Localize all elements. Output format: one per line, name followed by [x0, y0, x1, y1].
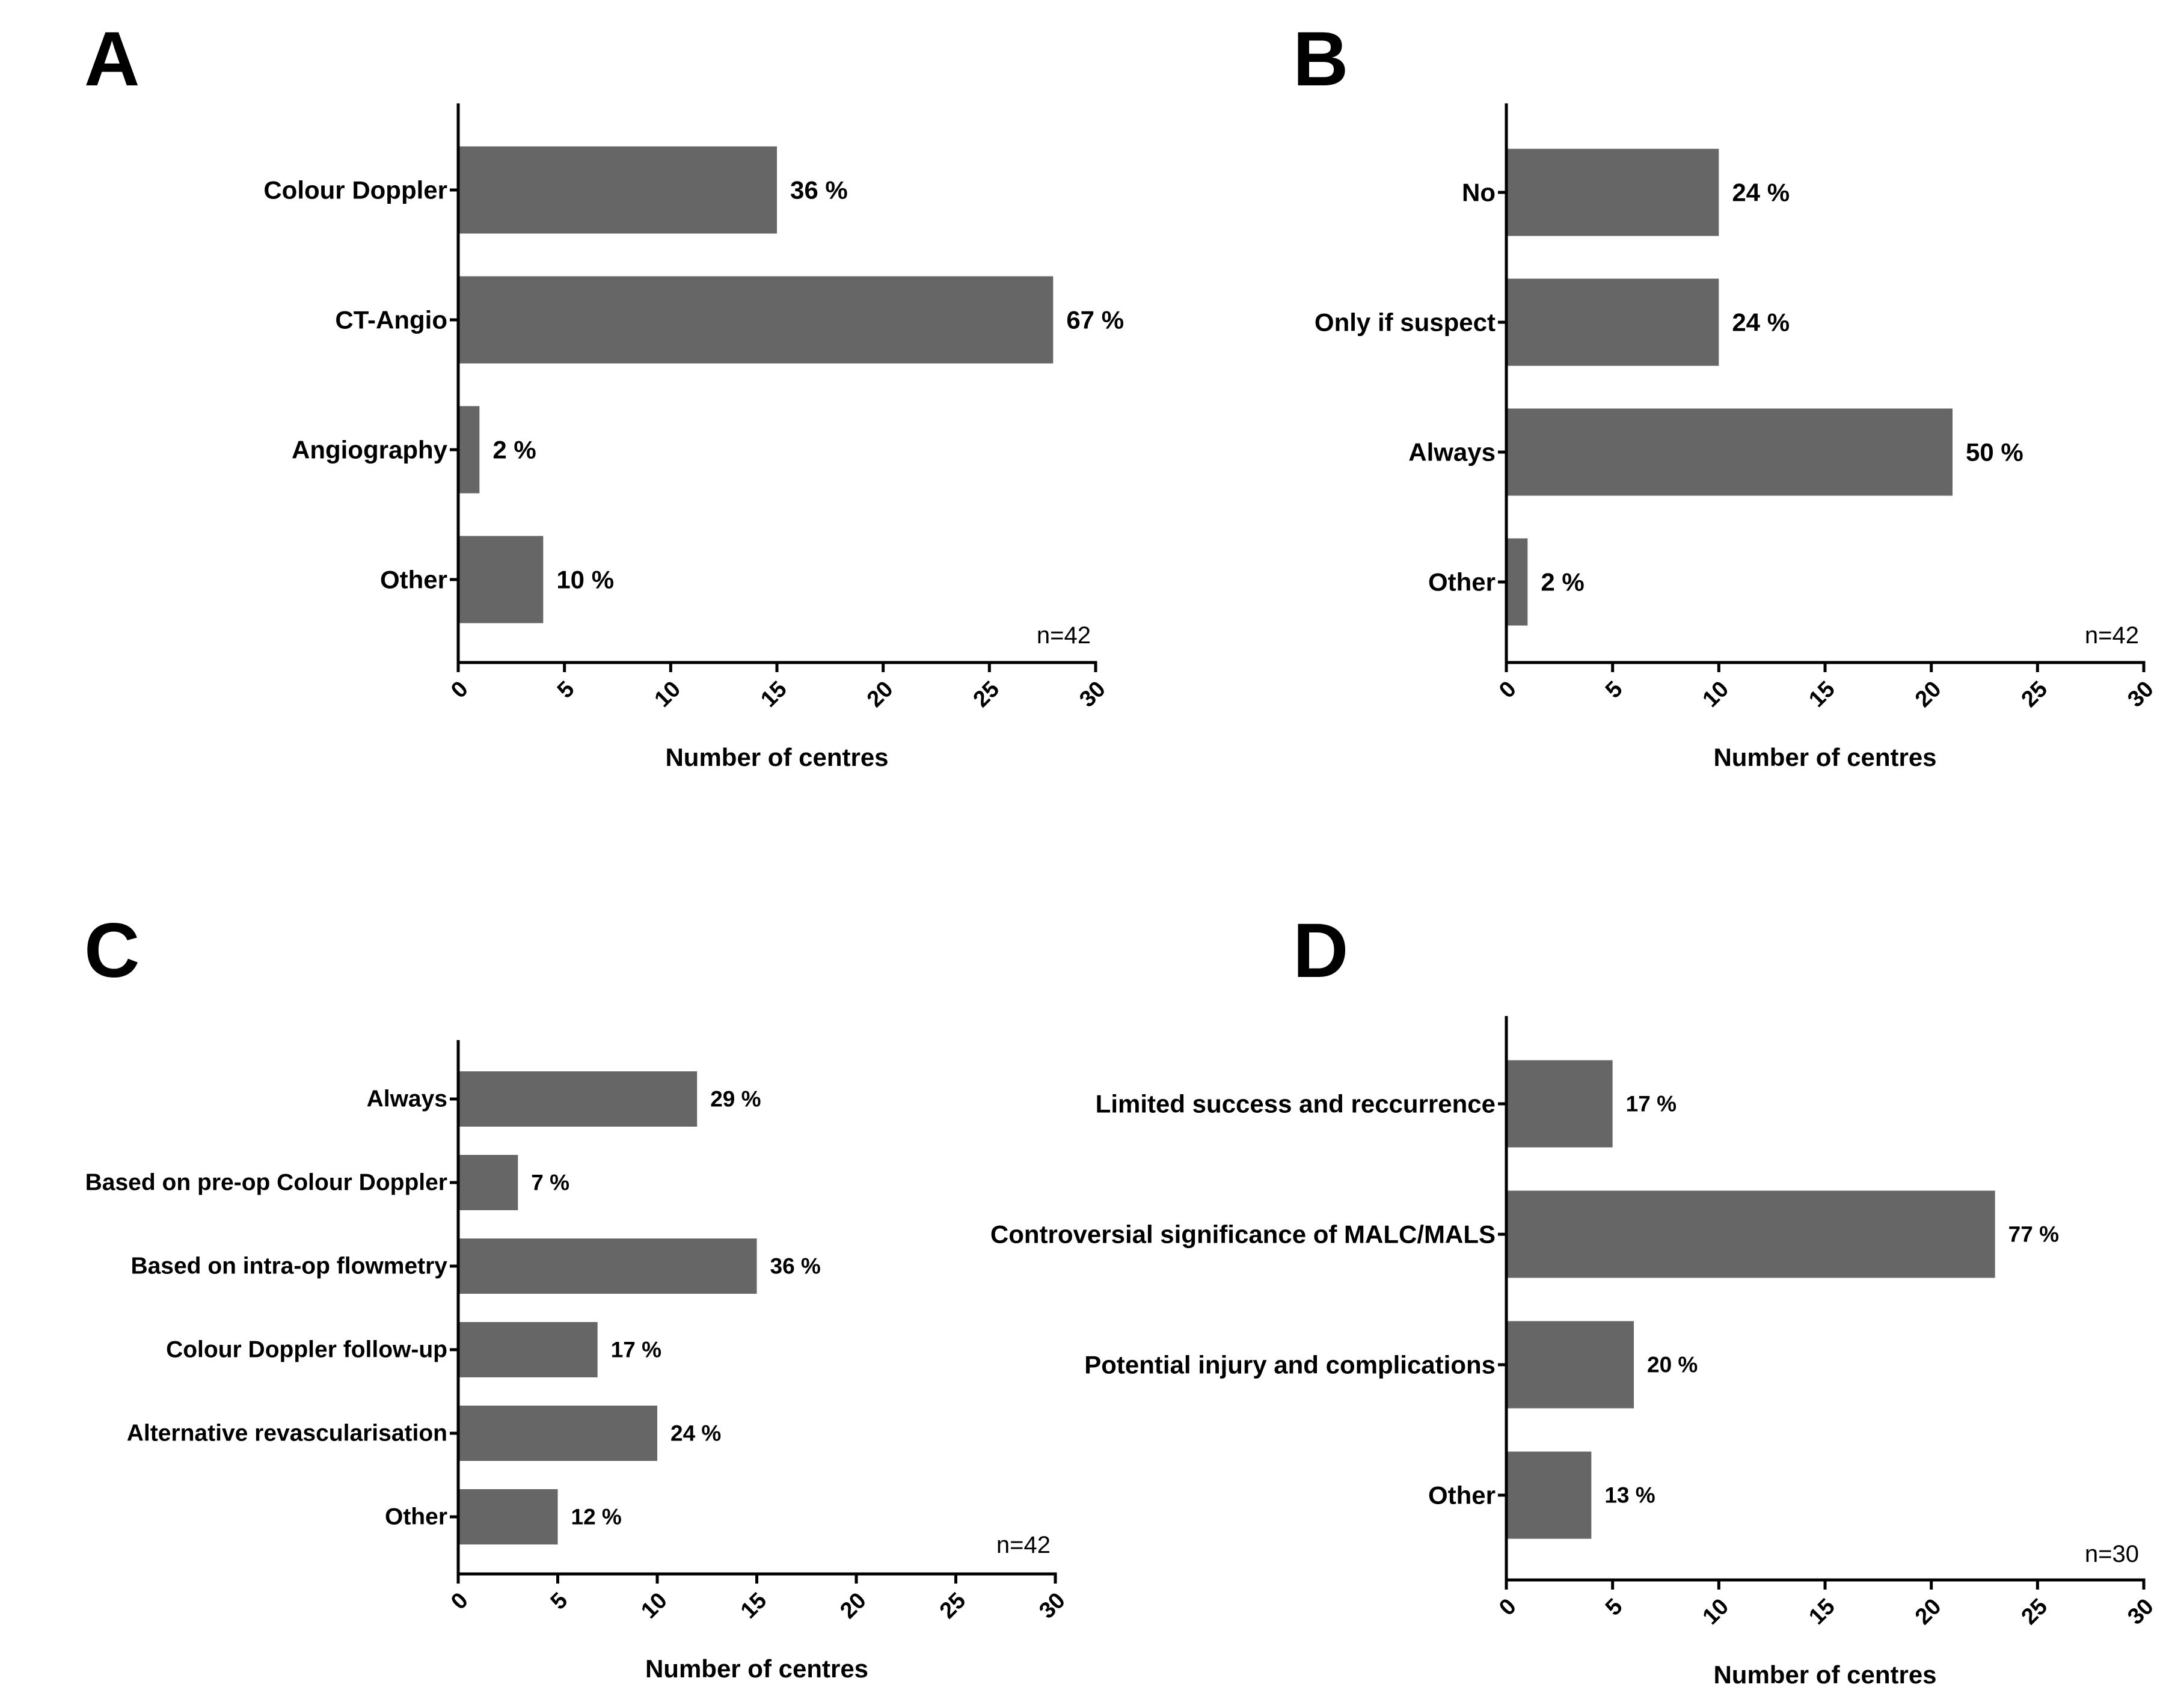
category-label: Colour Doppler follow-up — [166, 1337, 447, 1363]
bar — [1506, 538, 1528, 626]
category-label: Colour Doppler — [263, 176, 447, 204]
x-tick-label: 20 — [835, 1588, 871, 1624]
bar — [1506, 1190, 1995, 1278]
x-tick-label: 10 — [1698, 1594, 1734, 1630]
panel-letter: C — [84, 908, 140, 994]
category-label: Based on pre-op Colour Doppler — [85, 1170, 447, 1196]
x-tick-label: 25 — [935, 1588, 971, 1624]
category-label: Angiography — [292, 436, 448, 464]
x-tick-label: 0 — [446, 676, 473, 703]
x-tick-label: 25 — [2017, 676, 2053, 712]
x-tick-label: 25 — [2017, 1594, 2053, 1630]
x-axis-title: Number of centres — [1713, 1661, 1936, 1689]
panel-a: A Colour Doppler 36 % CT-Angio 67 % Angiograp… — [84, 16, 1124, 771]
data-label: 13 % — [1604, 1483, 1655, 1508]
data-label: 36 % — [790, 176, 848, 204]
data-label: 24 % — [670, 1421, 721, 1446]
x-tick-label: 15 — [756, 676, 792, 712]
bar — [458, 1071, 698, 1127]
x-tick-label: 15 — [736, 1588, 772, 1624]
category-label: Other — [385, 1504, 447, 1530]
category-label: Potential injury and complications — [1084, 1351, 1496, 1379]
x-tick-label: 0 — [446, 1588, 473, 1615]
data-label: 36 % — [770, 1254, 821, 1279]
data-label: 24 % — [1732, 179, 1790, 207]
bar — [458, 1406, 657, 1461]
x-tick-label: 20 — [1910, 1594, 1947, 1630]
data-label: 67 % — [1066, 306, 1124, 334]
x-tick-label: 30 — [2123, 676, 2159, 712]
x-tick-label: 0 — [1494, 676, 1521, 703]
data-label: 10 % — [556, 566, 614, 594]
bar — [458, 1155, 518, 1210]
category-label: Always — [1408, 438, 1496, 467]
data-label: 20 % — [1647, 1353, 1698, 1377]
category-label: No — [1462, 179, 1496, 207]
bar — [458, 1322, 598, 1377]
data-label: 24 % — [1732, 308, 1790, 337]
bar — [458, 536, 544, 623]
data-label: 2 % — [1541, 568, 1584, 596]
panel-letter: D — [1293, 908, 1348, 994]
data-label: 29 % — [710, 1087, 761, 1112]
x-tick-label: 10 — [636, 1588, 672, 1624]
x-tick-label: 5 — [1601, 676, 1628, 703]
category-label: CT-Angio — [335, 306, 447, 334]
x-tick-label: 25 — [969, 676, 1005, 712]
data-label: 50 % — [1966, 438, 2023, 467]
x-tick-label: 5 — [553, 676, 580, 703]
x-tick-label: 20 — [1910, 676, 1947, 712]
bar — [458, 406, 480, 494]
data-label: 77 % — [2008, 1222, 2059, 1247]
category-label: Only if suspect — [1315, 308, 1496, 337]
x-tick-label: 0 — [1494, 1594, 1521, 1621]
sample-size-annotation: n=42 — [1037, 622, 1091, 649]
panel-c: C Always 29 % Based on pre-op Colour Dopple… — [84, 908, 1070, 1683]
category-label: Other — [1428, 1481, 1496, 1510]
bar — [458, 146, 777, 234]
bar — [1506, 148, 1719, 236]
sample-size-annotation: n=42 — [996, 1532, 1051, 1558]
x-tick-label: 5 — [1601, 1594, 1628, 1621]
category-label: Other — [1428, 568, 1496, 596]
x-axis-title: Number of centres — [665, 743, 888, 771]
category-label: Limited success and reccurrence — [1096, 1090, 1496, 1118]
x-axis-title: Number of centres — [645, 1654, 868, 1683]
category-label: Other — [380, 566, 447, 594]
category-label: Based on intra-op flowmetry — [130, 1253, 447, 1279]
x-tick-label: 30 — [1034, 1588, 1070, 1624]
sample-size-annotation: n=42 — [2085, 622, 2139, 649]
data-label: 17 % — [611, 1338, 661, 1362]
x-tick-label: 30 — [1075, 676, 1111, 712]
x-tick-label: 15 — [1804, 1594, 1840, 1630]
data-label: 12 % — [571, 1505, 622, 1529]
panel-letter: B — [1293, 16, 1348, 102]
bar — [1506, 1060, 1613, 1148]
panel-d: D Limited success and reccurrence 17 % Cont… — [990, 908, 2159, 1689]
x-tick-label: 5 — [546, 1588, 573, 1615]
sample-size-annotation: n=30 — [2085, 1541, 2139, 1567]
category-label: Always — [367, 1086, 447, 1112]
x-tick-label: 20 — [862, 676, 898, 712]
bar — [458, 1238, 757, 1294]
data-label: 7 % — [531, 1171, 569, 1195]
x-tick-label: 10 — [650, 676, 686, 712]
bar — [1506, 408, 1953, 496]
panel-letter: A — [84, 16, 140, 102]
x-tick-label: 15 — [1804, 676, 1840, 712]
panel-b: B No 24 % Only if suspect 24 % Always 50 % Othe… — [1293, 16, 2159, 771]
bar — [1506, 1451, 1592, 1539]
bar — [458, 276, 1054, 364]
x-axis-title: Number of centres — [1713, 743, 1936, 771]
bar — [458, 1489, 558, 1544]
category-label: Controversial significance of MALC/MALS — [990, 1220, 1496, 1249]
data-label: 17 % — [1626, 1092, 1677, 1116]
category-label: Alternative revascularisation — [127, 1421, 447, 1446]
x-tick-label: 10 — [1698, 676, 1734, 712]
bar — [1506, 1321, 1634, 1409]
x-tick-label: 30 — [2123, 1594, 2159, 1630]
bar — [1506, 278, 1719, 366]
data-label: 2 % — [492, 436, 536, 464]
